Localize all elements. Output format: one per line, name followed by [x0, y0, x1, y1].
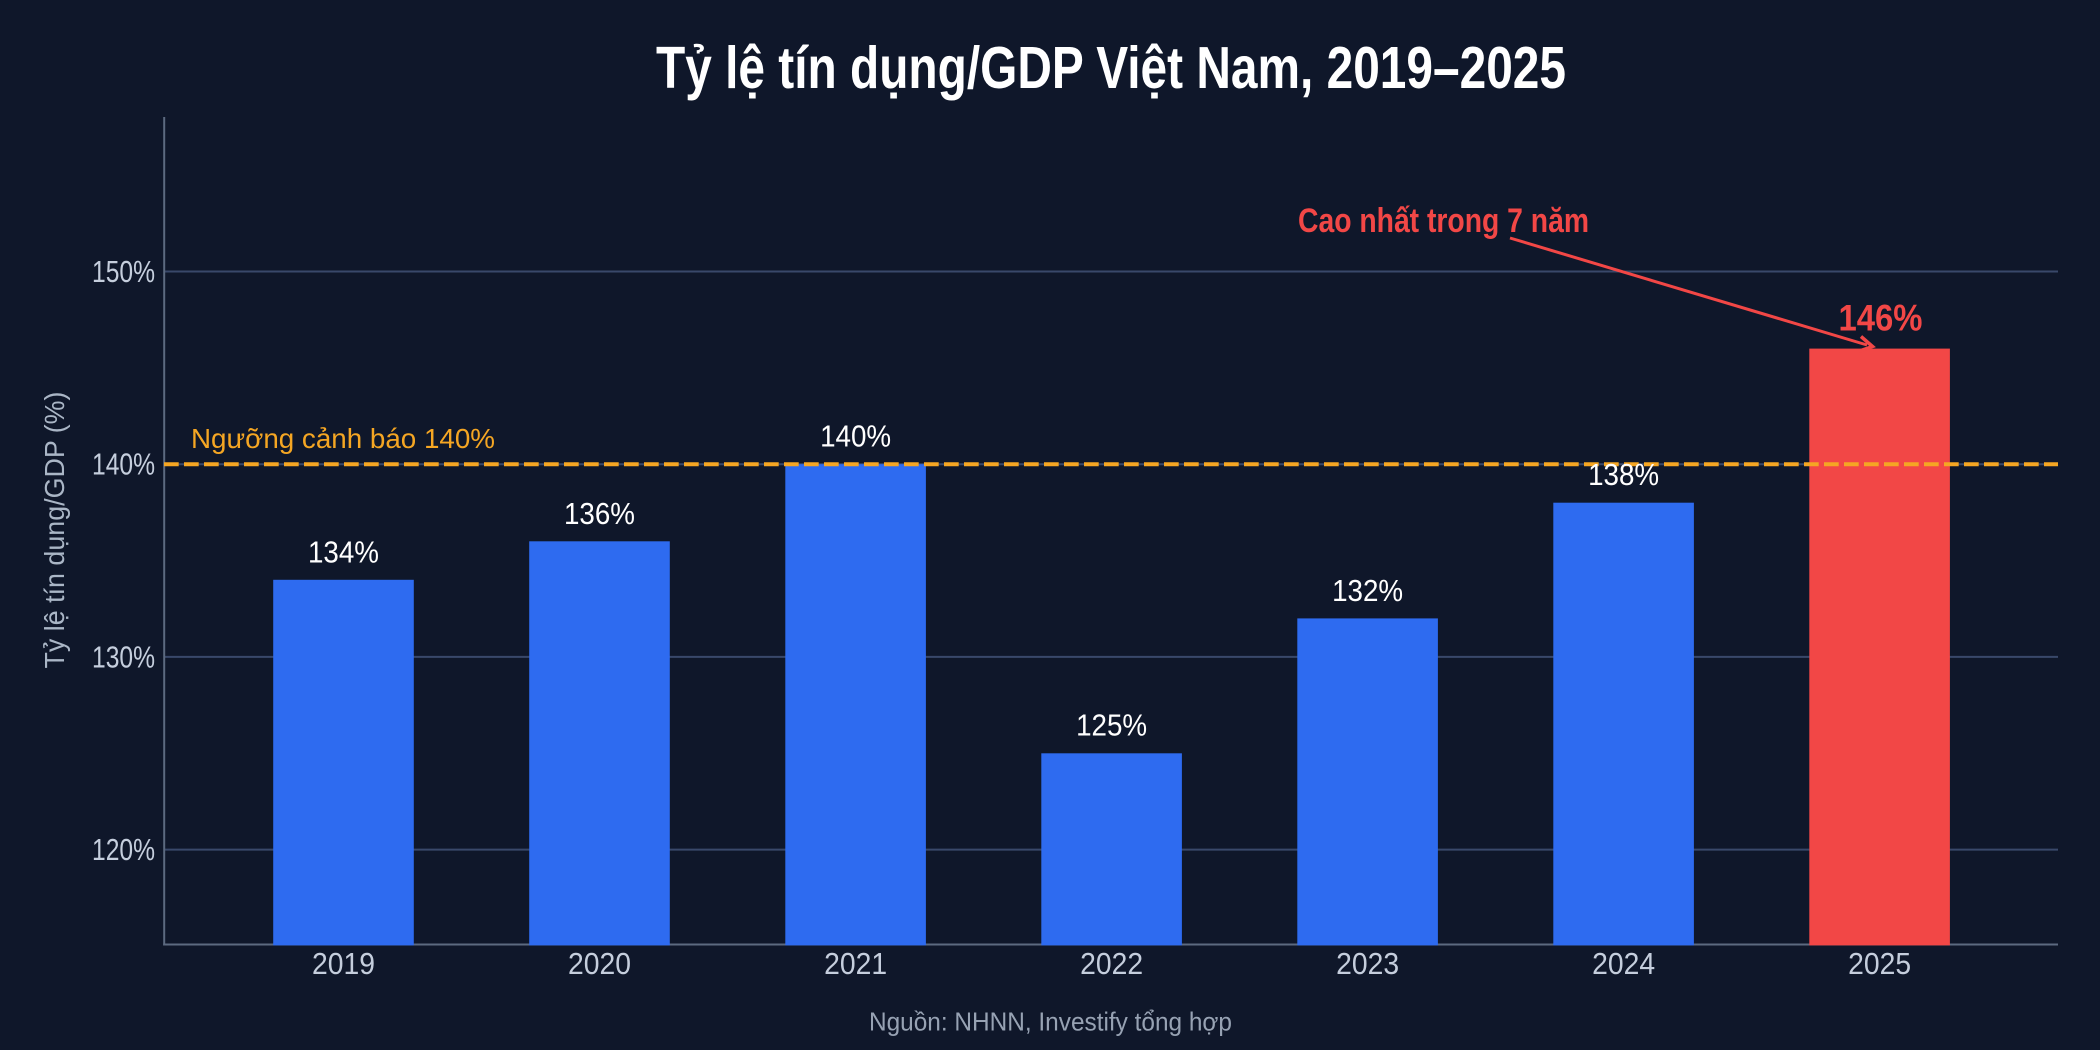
svg-text:134%: 134% [308, 534, 379, 569]
svg-text:Tỷ lệ tín dụng/GDP Việt Nam, 2: Tỷ lệ tín dụng/GDP Việt Nam, 2019–2025 [656, 35, 1566, 101]
svg-text:2022: 2022 [1080, 947, 1143, 981]
svg-text:146%: 146% [1839, 298, 1923, 339]
svg-text:Cao nhất trong 7 năm: Cao nhất trong 7 năm [1298, 202, 1589, 240]
svg-text:Ngưỡng cảnh báo 140%: Ngưỡng cảnh báo 140% [191, 423, 495, 454]
svg-text:120%: 120% [92, 833, 155, 867]
svg-text:138%: 138% [1588, 457, 1659, 492]
svg-text:2023: 2023 [1336, 947, 1399, 981]
svg-text:2021: 2021 [824, 947, 887, 981]
svg-text:2024: 2024 [1592, 947, 1655, 981]
svg-text:Tỷ lệ tín dụng/GDP (%): Tỷ lệ tín dụng/GDP (%) [39, 392, 70, 669]
svg-text:2020: 2020 [568, 947, 631, 981]
svg-text:2025: 2025 [1848, 947, 1911, 981]
svg-text:136%: 136% [564, 496, 635, 531]
svg-text:140%: 140% [820, 419, 891, 454]
svg-text:125%: 125% [1076, 707, 1147, 742]
svg-text:132%: 132% [1332, 573, 1403, 608]
svg-text:140%: 140% [92, 448, 155, 482]
svg-text:130%: 130% [92, 640, 155, 674]
svg-text:150%: 150% [92, 255, 155, 289]
svg-text:Nguồn: NHNN, Investify tổng hợ: Nguồn: NHNN, Investify tổng hợp [869, 1007, 1232, 1037]
svg-text:2019: 2019 [312, 947, 375, 981]
